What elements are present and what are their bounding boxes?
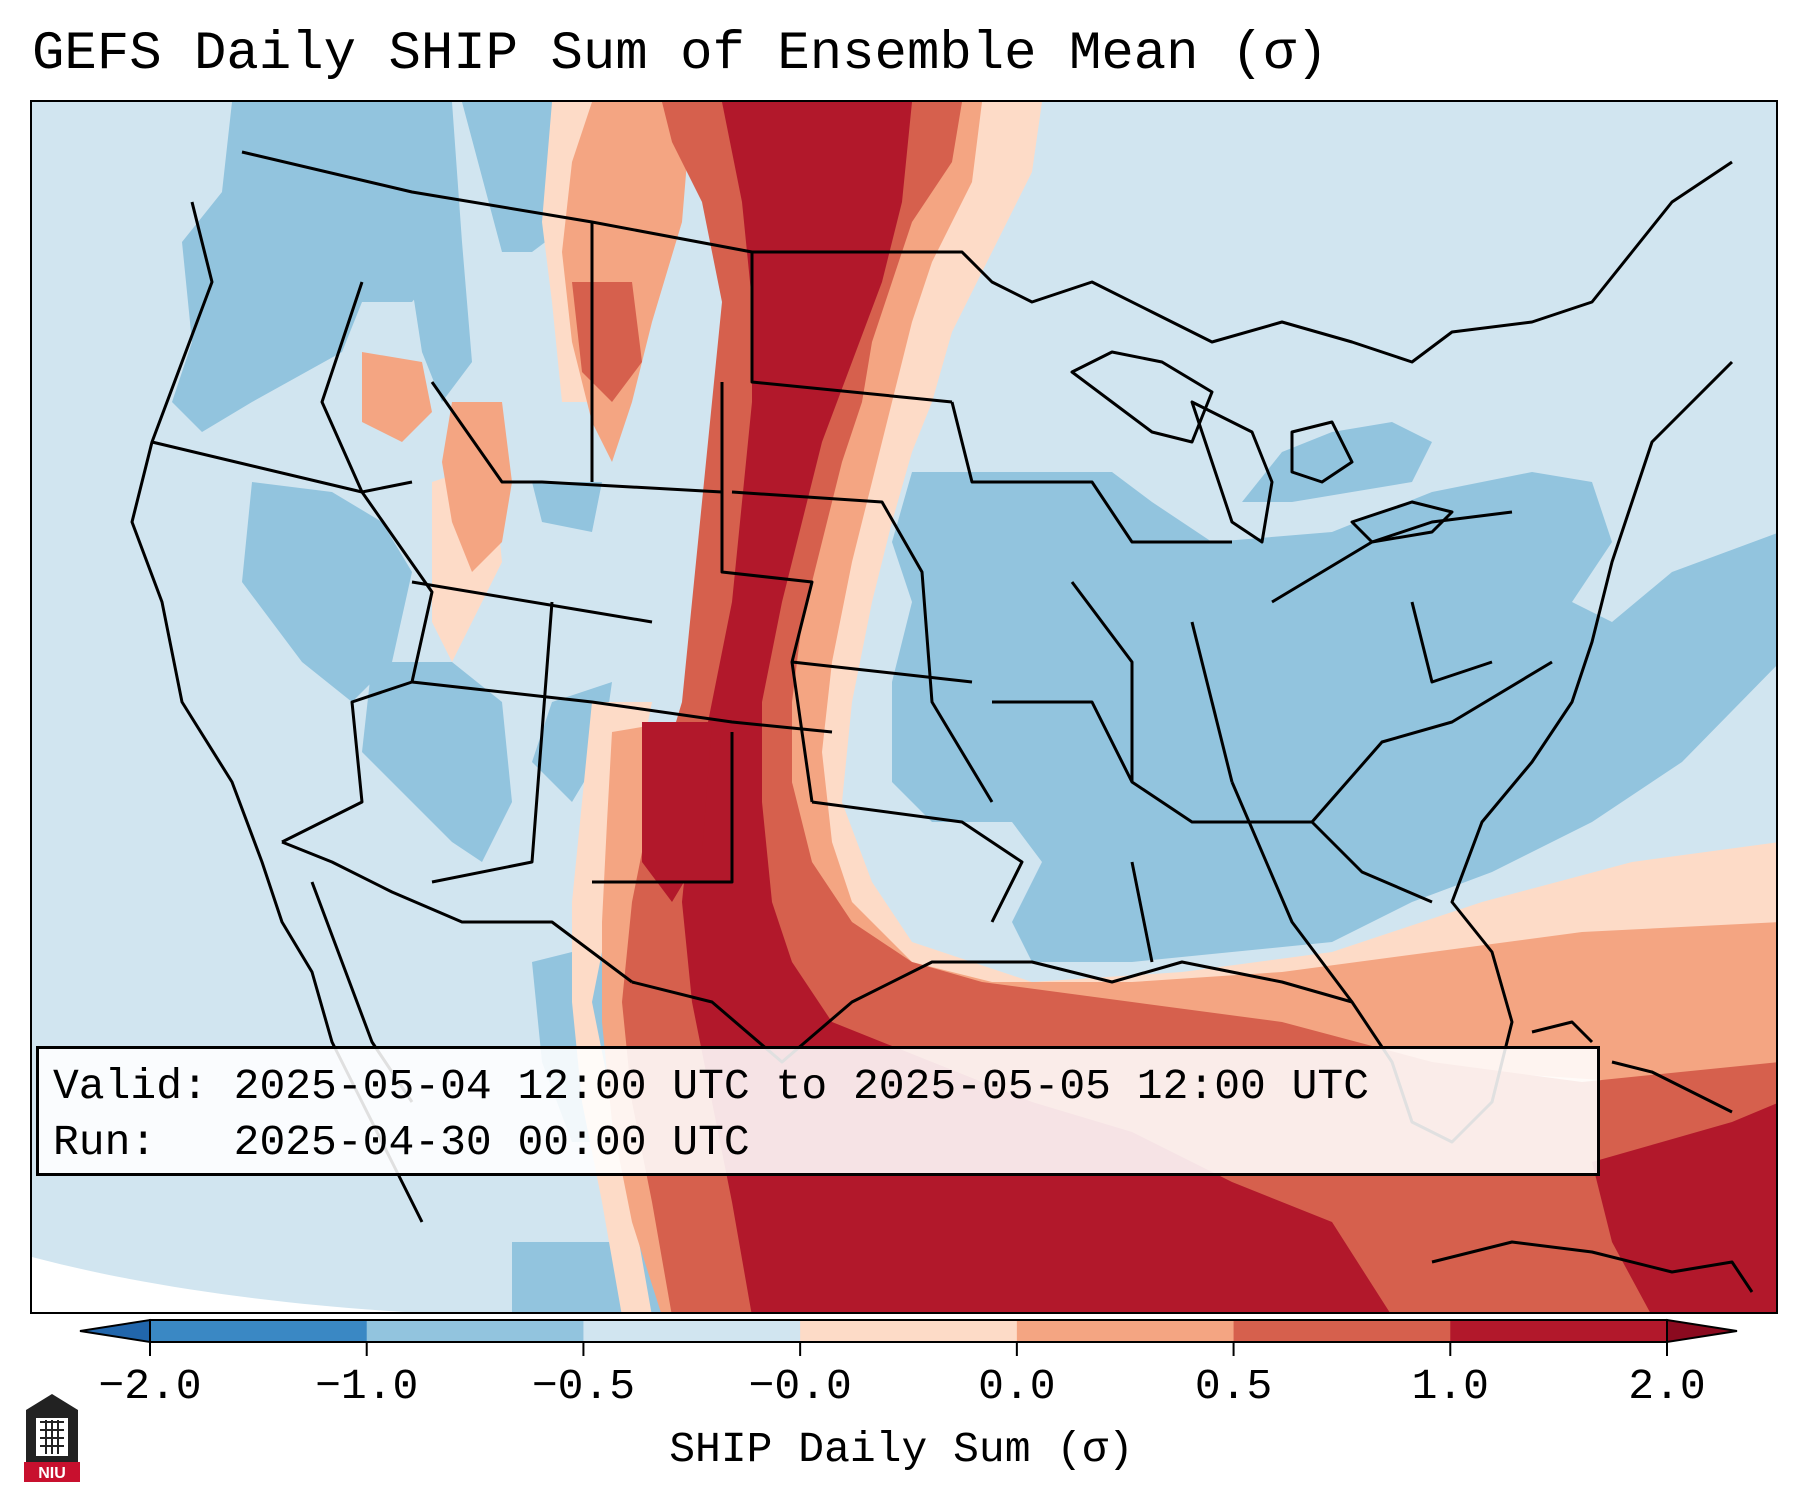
colorbar-tick-label: 0.0: [978, 1362, 1056, 1411]
colorbar-segment: [583, 1320, 801, 1342]
valid-value: 2025-05-04 12:00 UTC to 2025-05-05 12:00…: [233, 1062, 1370, 1111]
colorbar-tick-label: −0.0: [748, 1362, 852, 1411]
colorbar-tick-label: −0.5: [531, 1362, 636, 1411]
valid-run-info-box: Valid: 2025-05-04 12:00 UTC to 2025-05-0…: [36, 1046, 1600, 1176]
outside-projection-left: [32, 1257, 405, 1312]
colorbar-tick-label: −2.0: [98, 1362, 202, 1411]
colorbar-tick-label: 2.0: [1628, 1362, 1706, 1411]
run-label: Run:: [53, 1118, 157, 1167]
colorbar-segment: [1450, 1320, 1668, 1342]
colorbar-extend-low: [79, 1318, 151, 1344]
colorbar-segment: [366, 1320, 584, 1342]
dark-red-regions: [642, 102, 1776, 1312]
plot-title: GEFS Daily SHIP Sum of Ensemble Mean (σ): [32, 24, 1329, 85]
colorbar-segment: [150, 1320, 368, 1342]
colorbar-segment: [1016, 1320, 1235, 1342]
logo-text: NIU: [38, 1465, 66, 1482]
run-value: 2025-04-30 00:00 UTC: [233, 1118, 750, 1167]
colorbar-tick-label: 0.5: [1194, 1362, 1273, 1411]
colorbar-extend-high: [1666, 1318, 1738, 1344]
colorbar-tick-label: 1.0: [1411, 1362, 1489, 1411]
colorbar-outline: [149, 1319, 1668, 1343]
colorbar-label: SHIP Daily Sum (σ): [669, 1425, 1134, 1474]
niu-logo: NIU: [24, 1394, 80, 1482]
colorbar-segment: [1233, 1320, 1451, 1342]
valid-label: Valid:: [53, 1062, 208, 1111]
colorbar-tick-label: −1.0: [315, 1362, 419, 1411]
colorbar-segment: [800, 1320, 1018, 1342]
coral-regions: [572, 102, 1776, 1312]
colorbar: [79, 1318, 1738, 1356]
